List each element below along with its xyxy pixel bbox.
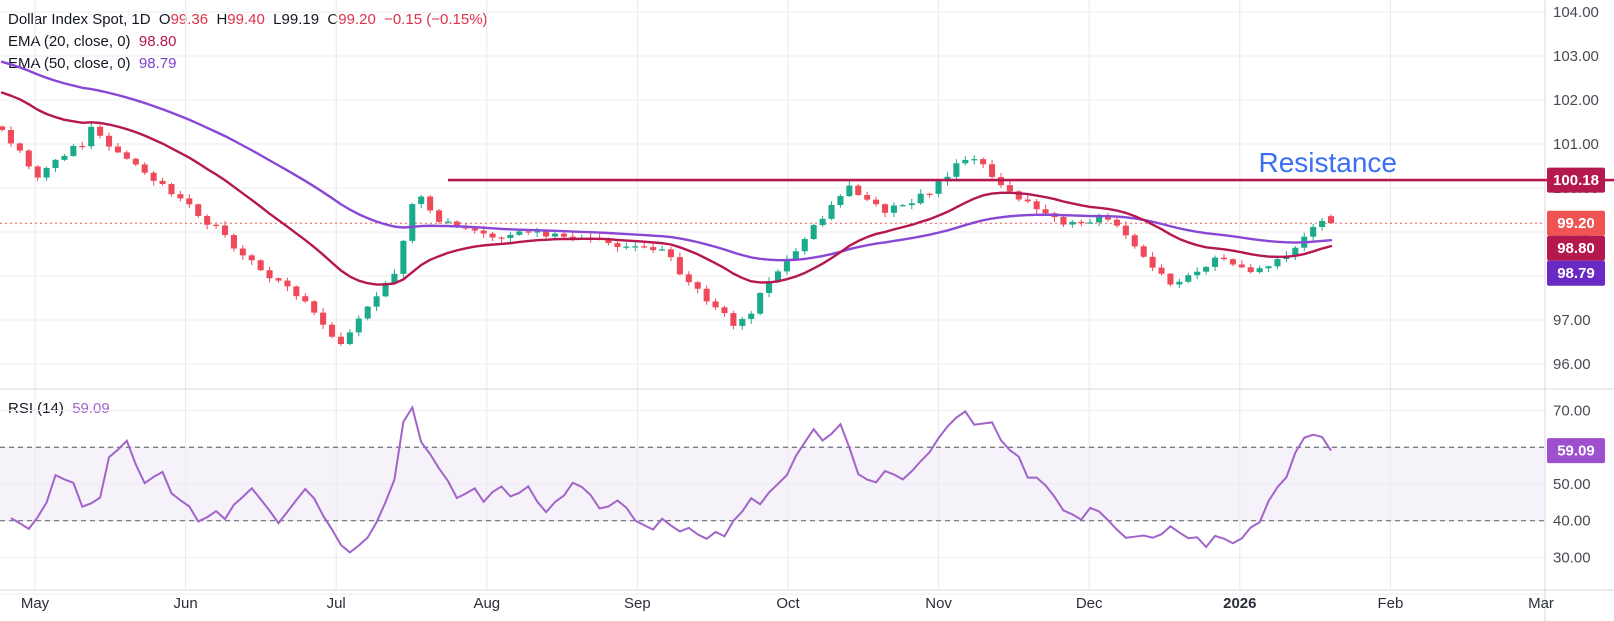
svg-text:98.79: 98.79 <box>1557 265 1595 282</box>
svg-text:59.09: 59.09 <box>1557 443 1595 460</box>
svg-text:70.00: 70.00 <box>1553 403 1591 420</box>
svg-text:May: May <box>21 595 50 612</box>
svg-text:50.00: 50.00 <box>1553 476 1591 493</box>
svg-text:99.20: 99.20 <box>1557 215 1595 232</box>
svg-text:Dec: Dec <box>1076 595 1103 612</box>
svg-text:Sep: Sep <box>624 595 651 612</box>
svg-text:2026: 2026 <box>1223 595 1256 612</box>
svg-text:96.00: 96.00 <box>1553 356 1591 373</box>
svg-text:100.18: 100.18 <box>1553 172 1599 189</box>
svg-text:104.00: 104.00 <box>1553 4 1599 21</box>
svg-text:Feb: Feb <box>1377 595 1403 612</box>
svg-text:97.00: 97.00 <box>1553 312 1591 329</box>
svg-text:101.00: 101.00 <box>1553 136 1599 153</box>
svg-text:30.00: 30.00 <box>1553 549 1591 566</box>
svg-text:103.00: 103.00 <box>1553 48 1599 65</box>
svg-text:40.00: 40.00 <box>1553 513 1591 530</box>
svg-text:Resistance: Resistance <box>1258 147 1397 178</box>
svg-text:98.80: 98.80 <box>1557 240 1595 257</box>
svg-text:Oct: Oct <box>776 595 800 612</box>
svg-text:102.00: 102.00 <box>1553 92 1599 109</box>
svg-text:Mar: Mar <box>1528 595 1554 612</box>
svg-text:Aug: Aug <box>473 595 500 612</box>
svg-text:Nov: Nov <box>925 595 952 612</box>
svg-text:Jul: Jul <box>327 595 346 612</box>
svg-text:Jun: Jun <box>174 595 198 612</box>
